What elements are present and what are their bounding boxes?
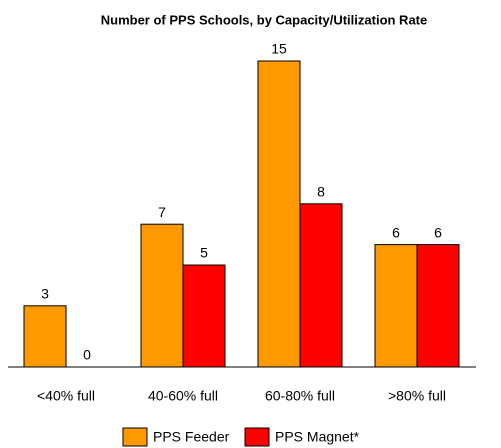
legend-swatch xyxy=(122,427,148,447)
x-tick-label: >80% full xyxy=(388,388,446,404)
data-label: 8 xyxy=(317,184,325,200)
data-label: 5 xyxy=(200,245,208,261)
data-label: 6 xyxy=(392,224,400,240)
x-tick-label: 40-60% full xyxy=(148,388,218,404)
bar xyxy=(23,305,67,368)
chart-title: Number of PPS Schools, by Capacity/Utili… xyxy=(101,12,428,27)
bar xyxy=(182,264,226,368)
data-label: 3 xyxy=(41,286,49,302)
bar xyxy=(140,223,184,368)
x-tick-label: 60-80% full xyxy=(265,388,335,404)
bar xyxy=(416,244,460,368)
legend-label: PPS Magnet* xyxy=(275,429,360,445)
bar xyxy=(257,60,301,368)
legend-swatch xyxy=(244,427,270,447)
bar xyxy=(299,203,343,368)
data-label: 0 xyxy=(83,347,91,363)
legend-label: PPS Feeder xyxy=(153,429,230,445)
x-tick-label: <40% full xyxy=(37,388,95,404)
data-label: 15 xyxy=(271,41,287,57)
data-label: 6 xyxy=(434,224,442,240)
data-label: 7 xyxy=(158,204,166,220)
bar xyxy=(374,244,418,368)
